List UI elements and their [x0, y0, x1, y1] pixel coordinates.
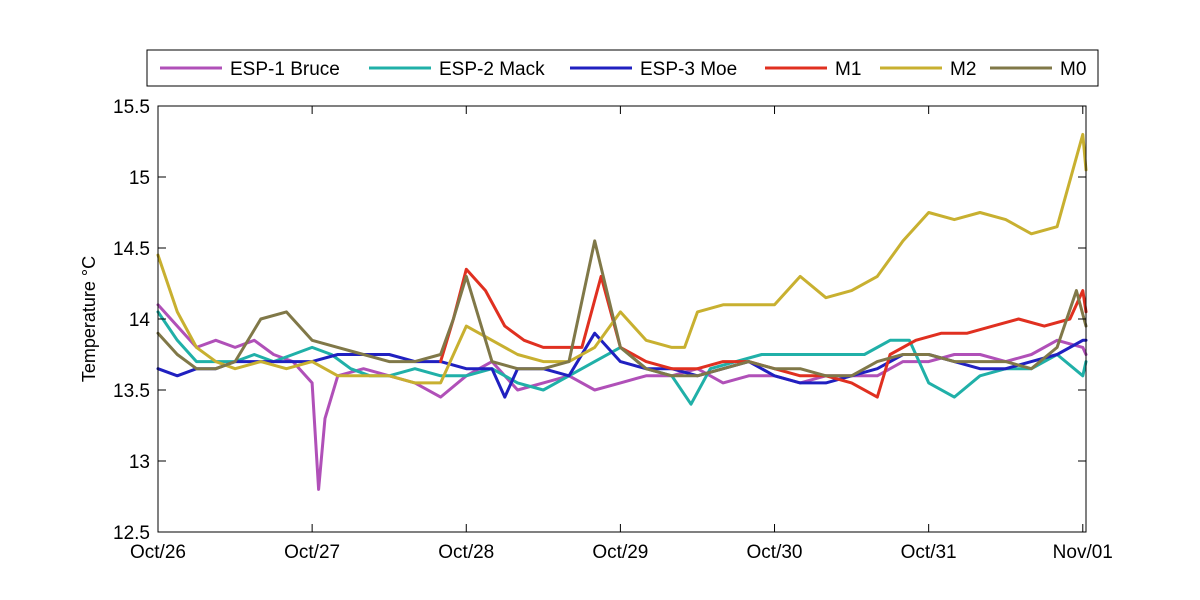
- legend-label: M1: [835, 59, 861, 80]
- x-tick-label: Oct/28: [438, 542, 494, 563]
- y-tick-label: 15: [129, 168, 150, 189]
- y-tick-label: 13: [129, 452, 150, 473]
- y-tick-label: 13.5: [113, 381, 150, 402]
- legend-label: ESP-1 Bruce: [230, 59, 340, 80]
- y-axis-title: Temperature °C: [79, 256, 99, 382]
- x-tick-label: Nov/01: [1053, 542, 1113, 563]
- series-layer: [156, 132, 1088, 491]
- series-line-6: [156, 239, 1088, 378]
- y-tick-label: 14.5: [113, 239, 150, 260]
- y-tick-label: 14: [129, 310, 151, 331]
- series-line-2: [156, 310, 1088, 406]
- legend-label: M2: [950, 59, 976, 80]
- legend: ESP-1 Bruce ESP-2 Mack ESP-3 Moe M1 M2 M0: [146, 49, 1099, 87]
- series-line-5: [156, 132, 1088, 385]
- legend-label: ESP-2 Mack: [439, 59, 545, 80]
- ticks-layer: Oct/26 Oct/27 Oct/28 Oct/29 Oct/30 Oct/31 Nov/…: [113, 97, 1113, 563]
- x-tick-label: Oct/27: [284, 542, 340, 563]
- legend-label: ESP-3 Moe: [640, 59, 737, 80]
- x-tick-label: Oct/30: [747, 542, 803, 563]
- legend-label: M0: [1060, 59, 1086, 80]
- x-tick-label: Oct/29: [592, 542, 648, 563]
- x-tick-label: Oct/31: [901, 542, 957, 563]
- y-tick-label: 12.5: [113, 523, 150, 544]
- y-tick-label: 15.5: [113, 97, 150, 118]
- x-tick-label: Oct/26: [130, 542, 186, 563]
